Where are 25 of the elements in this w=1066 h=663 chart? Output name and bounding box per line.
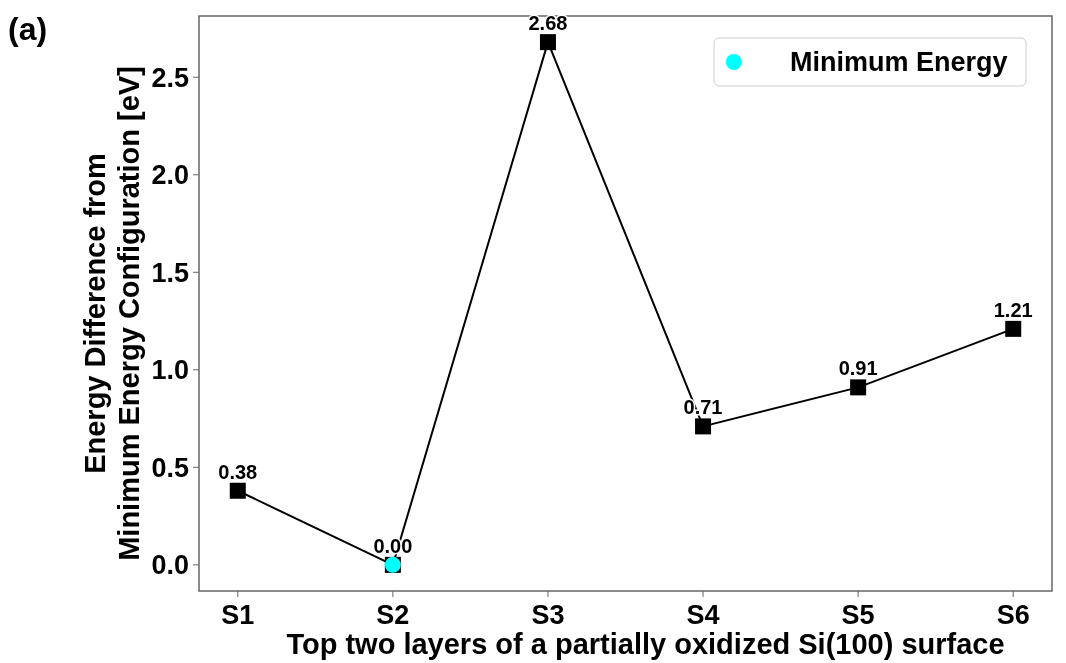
x-tick-label: S3 xyxy=(531,600,565,630)
point xyxy=(229,482,246,499)
y-tick-label: 2.0 xyxy=(151,160,189,191)
y-tick-label: 0.0 xyxy=(151,550,189,581)
x-tick-label: S6 xyxy=(996,600,1030,630)
text: (a) xyxy=(8,11,48,47)
legend-label: Minimum Energy xyxy=(790,47,1008,78)
point xyxy=(695,418,712,435)
x-tick-label: S1 xyxy=(221,600,255,630)
data-label: 0.91 xyxy=(838,357,878,380)
y-tick-label: 2.5 xyxy=(151,62,189,93)
data-label: 1.21 xyxy=(993,298,1033,321)
x-axis-title: Top two layers of a partially oxidized Si(100) surface xyxy=(286,628,1005,660)
point xyxy=(850,379,867,396)
point xyxy=(1005,320,1022,337)
point xyxy=(539,34,556,51)
y-tick-label: 1.5 xyxy=(151,257,189,288)
data-label: 0.38 xyxy=(218,460,258,483)
y-tick-label: 1.0 xyxy=(151,355,189,386)
data-label: 2.68 xyxy=(528,12,568,35)
y-axis-title: Energy Difference from Minimum Energy Configuration [eV] xyxy=(79,66,145,561)
y-tick-label: 0.5 xyxy=(151,452,189,483)
x-tick-label: S5 xyxy=(841,600,875,630)
x-tick-label: S4 xyxy=(686,600,720,630)
x-tick-label: S2 xyxy=(376,600,410,630)
